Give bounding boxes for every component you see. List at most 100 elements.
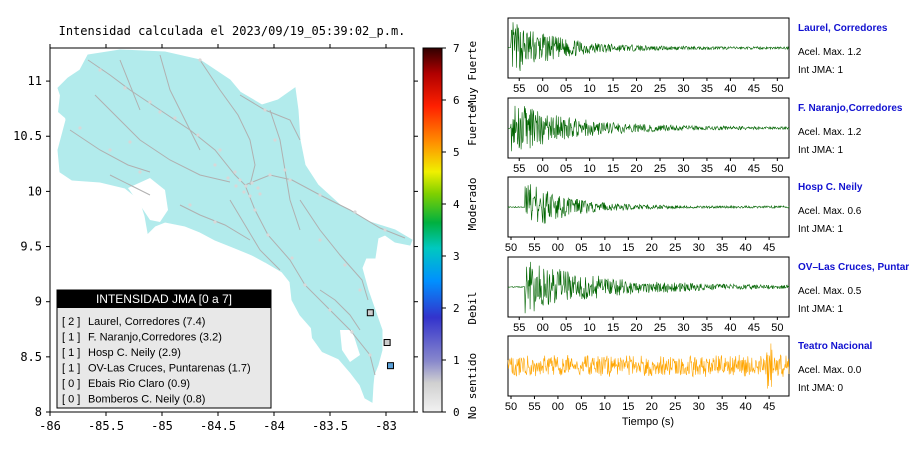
acel-max: Acel. Max. 0.0 (798, 365, 862, 376)
waveform-tick-label: 45 (763, 242, 775, 254)
town-dot (368, 353, 372, 357)
waveform-tick-label: 20 (646, 242, 658, 254)
waveform-tick-label: 40 (740, 242, 752, 254)
waveform-tick-label: 00 (552, 401, 564, 413)
road (69, 129, 151, 173)
acel-max: Acel. Max. 0.5 (798, 286, 862, 297)
station-name: Hosp C. Neily (798, 182, 863, 193)
waveform-tick-label: 40 (724, 163, 736, 175)
legend-item-intensity: [ 2 ] (62, 316, 80, 328)
town-dot (250, 181, 254, 185)
int-jma: Int JMA: 1 (798, 224, 843, 235)
station-markers (366, 309, 394, 370)
town-dot (226, 176, 230, 180)
acel-max: Acel. Max. 0.6 (798, 206, 862, 217)
intensity-legend: INTENSIDAD JMA [0 a 7] [ 2 ] Laurel, Corr… (56, 289, 272, 409)
map-x-tick-label: -83 (375, 419, 397, 433)
legend-item-name: Laurel, Corredores (7.4) (88, 316, 205, 328)
legend-items: [ 2 ] Laurel, Corredores (7.4) [ 1 ] F. Nar… (62, 316, 251, 406)
waveform-tick-label: 05 (575, 401, 587, 413)
waveform-tick-label: 25 (654, 322, 666, 334)
waveform-tick-label: 20 (630, 163, 642, 175)
legend-item-name: Hosp C. Neily (2.9) (88, 347, 181, 359)
waveform-tick-label: 05 (560, 83, 572, 95)
road (319, 289, 361, 331)
waveform-xlabel: Tiempo (s) (622, 416, 674, 428)
town-dot (148, 100, 152, 104)
map-x-tick-label: -83.5 (312, 419, 348, 433)
waveform-trace (507, 343, 790, 389)
waveform-tick-label: 30 (693, 242, 705, 254)
waveform-tick-label: 05 (560, 322, 572, 334)
waveform-tick-label: 00 (552, 242, 564, 254)
map-x-tick-label: -86 (39, 419, 61, 433)
waveform-tick-label: 50 (505, 242, 517, 254)
waveform-tick-label: 45 (748, 83, 760, 95)
town-dot (78, 126, 82, 130)
colorbar-tick-label: 6 (453, 94, 460, 107)
colorbar-gradient (422, 47, 443, 413)
town-dot (233, 170, 237, 174)
acel-max: Acel. Max. 1.2 (798, 127, 862, 138)
nicoya-peninsula (58, 95, 80, 118)
town-dot (328, 308, 332, 312)
town-dot (353, 210, 357, 214)
waveform-tick-label: 30 (677, 163, 689, 175)
town-dot (213, 220, 217, 224)
station-marker (386, 362, 394, 370)
legend-title: INTENSIDAD JMA [0 a 7] (96, 292, 232, 306)
waveform-tick-label: 30 (693, 401, 705, 413)
map-y-tick-label: 9 (35, 295, 42, 309)
town-dot (198, 58, 202, 62)
waveform-tick-label: 50 (771, 322, 783, 334)
waveform-tick-label: 10 (584, 322, 596, 334)
town-dot (318, 238, 322, 242)
waveform-tick-label: 15 (607, 322, 619, 334)
town-dot (288, 178, 292, 182)
road (299, 199, 369, 301)
town-dot (290, 256, 294, 260)
int-jma: Int JMA: 1 (798, 145, 843, 156)
waveform-tick-label: 10 (584, 163, 596, 175)
town-dot (266, 233, 270, 237)
waveform-tick-label: 30 (677, 83, 689, 95)
waveform-tick-label: 15 (607, 163, 619, 175)
road (229, 199, 281, 271)
waveform-tick-label: 55 (513, 322, 525, 334)
road (159, 54, 201, 151)
colorbar-category: Debil (466, 291, 479, 324)
colorbar-tick-label: 3 (453, 250, 460, 263)
town-dot (242, 190, 246, 194)
station-marker (383, 339, 391, 347)
waveform-tick-label: 15 (622, 401, 634, 413)
map-frame (49, 47, 415, 413)
colorbar-tick-label: 7 (453, 42, 460, 55)
waveform-tick-label: 20 (646, 401, 658, 413)
waveform-trace (507, 184, 790, 224)
waveform-panel: 55 00 05 10 15 20 25 30 35 40 45 50 OV–Las Cruces, P… (507, 256, 909, 334)
waveform-tick-label: 55 (528, 401, 540, 413)
road (94, 94, 231, 183)
colorbar-ticks: 0 1 2 3 4 5 6 7 (442, 42, 460, 419)
legend-item-intensity: [ 1 ] (62, 332, 80, 344)
waveform-tick-label: 10 (599, 401, 611, 413)
town-dot (234, 184, 238, 188)
waveform-trace (507, 105, 790, 152)
town-dot (263, 108, 267, 112)
town-dot (343, 263, 347, 267)
town-dot (158, 110, 162, 114)
waveform-tick-label: 45 (748, 163, 760, 175)
legend-item-intensity: [ 1 ] (62, 347, 80, 359)
town-dot (108, 148, 112, 152)
town-dot (268, 173, 272, 177)
town-dot (253, 208, 257, 212)
waveform-tick-label: 40 (740, 401, 752, 413)
waveform-tick-label: 40 (724, 322, 736, 334)
legend-item-intensity: [ 0 ] (62, 394, 80, 406)
waveform-tick-label: 35 (716, 401, 728, 413)
station-marker (366, 309, 374, 317)
colorbar-tick-label: 4 (453, 198, 460, 211)
legend-item-name: Ebais Rio Claro (0.9) (88, 378, 190, 390)
